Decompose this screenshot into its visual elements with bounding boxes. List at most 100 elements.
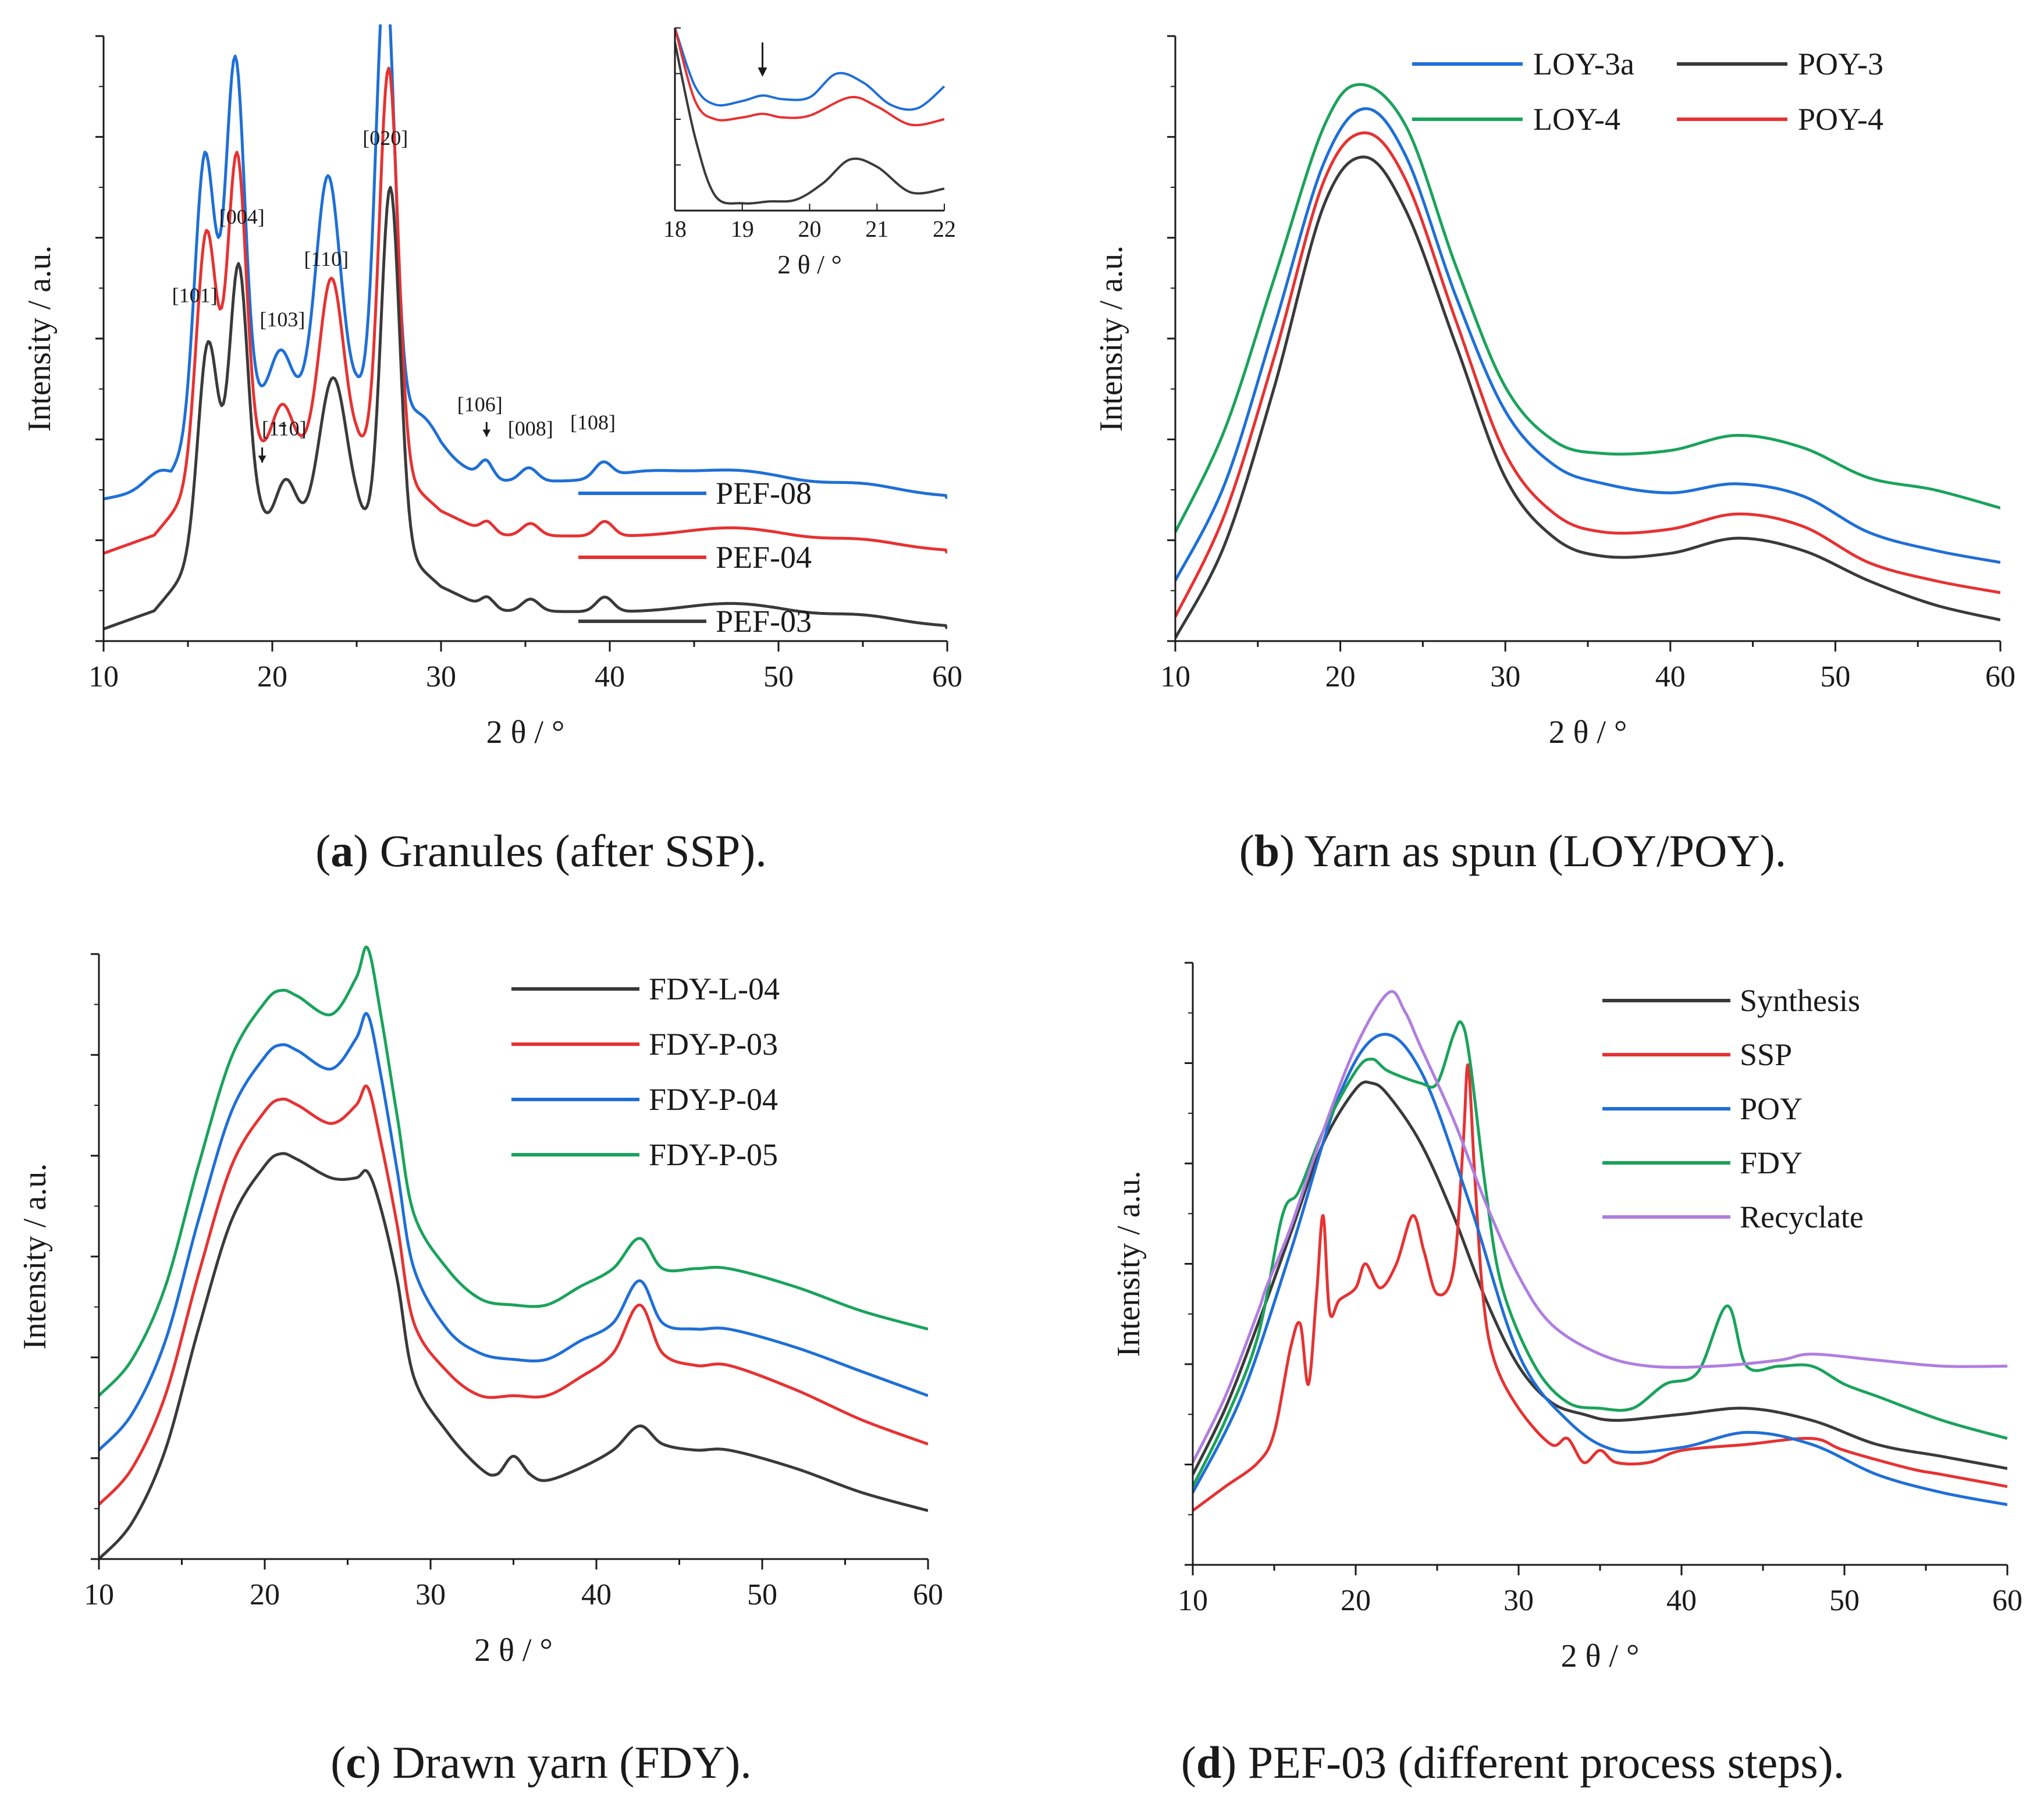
x-tick-label-a: 40 [595,660,625,693]
y-axis-label-c: Intensity / a.u. [17,1163,53,1350]
series-line-d-ssp [1193,1063,2007,1512]
x-axis-label-b: 2 θ / ° [1549,714,1627,750]
series-line-c-fdy-p-05 [99,945,928,1397]
x-tick-label-d: 50 [1829,1584,1860,1617]
x-axis-label-a: 2 θ / ° [486,714,565,750]
caption-text-c: Drawn yarn (FDY). [392,1737,752,1788]
y-axis-label-d: Intensity / a.u. [1111,1170,1147,1357]
x-tick-label-d: 10 [1178,1584,1208,1617]
y-axis-label-b: Intensity / a.u. [1093,245,1129,432]
x-axis-label-c: 2 θ / ° [474,1632,553,1668]
inset-a: 18 19 20 21 22 2 θ / ° [663,27,956,279]
x-tick-label-a: 60 [932,660,962,693]
chart-b: 10 20 30 40 50 60 2 θ / ° Intensity / a.u. LOY-3… [1093,35,2015,750]
peak-label-a: [110] [304,247,349,271]
x-tick-label-d: 20 [1341,1584,1371,1617]
series-line-a-pef-04 [104,66,947,555]
inset-x-tick-label: 18 [663,216,687,242]
series-line-b-poy-4 [1175,131,2000,618]
series-line-c-fdy-l-04 [99,1152,928,1559]
x-tick-label-b: 50 [1820,660,1850,693]
series-line-a-pef-03 [104,186,947,631]
series-line-d-recyclate [1193,990,2007,1464]
legend-label-c: FDY-P-05 [649,1137,778,1172]
x-tick-label-d: 60 [1992,1584,2022,1617]
caption-d: (d) PEF-03 (different process steps). [1181,1737,1845,1788]
caption-text-d: PEF-03 (different process steps). [1247,1737,1845,1788]
inset-x-tick-label: 21 [865,216,888,242]
caption-letter-a: a [330,825,354,876]
plot-area-d [1193,990,2007,1512]
x-tick-label-d: 40 [1666,1584,1697,1617]
x-tick-label-b: 10 [1160,660,1190,693]
plot-area-b [1175,83,2000,639]
caption-letter-b: b [1254,825,1280,876]
peak-label-a: [108] [570,411,616,434]
caption-text-b: Yarn as spun (LOY/POY). [1304,825,1787,876]
caption-letter-d: d [1196,1737,1222,1788]
peak-label-a: [101] [172,284,218,307]
x-tick-label-b: 30 [1490,660,1520,693]
legend-label-c: FDY-L-04 [649,971,780,1006]
x-tick-label-c: 10 [84,1578,114,1611]
chart-a: 10 20 30 40 50 60 2 θ / ° Intensity / a.u. [101]… [22,24,962,750]
caption-b: (b) Yarn as spun (LOY/POY). [1239,825,1787,876]
x-tick-label-d: 30 [1503,1584,1534,1617]
series-line-d-poy [1193,1033,2007,1506]
y-axis-label-a: Intensity / a.u. [22,245,58,432]
inset-series-pef-03 [674,42,945,205]
x-tick-label-c: 50 [747,1578,777,1611]
x-tick-label-a: 50 [763,660,794,693]
peak-label-a: [106] [457,393,503,416]
plot-area-a [104,24,947,631]
inset-series-pef-04 [674,27,945,127]
peak-label-a: [103] [260,308,305,331]
legend-label-d: POY [1740,1091,1803,1126]
legend-label-d: Recyclate [1740,1200,1864,1234]
x-tick-label-b: 60 [1985,660,2015,693]
x-axis-label-d: 2 θ / ° [1561,1638,1640,1674]
series-line-b-loy-4 [1175,83,2000,533]
series-line-c-fdy-p-03 [99,1084,928,1506]
series-line-c-fdy-p-04 [99,1012,928,1451]
series-line-a-pef-08 [104,24,947,501]
legend-label-b: POY-3 [1798,47,1883,81]
legend-label-d: Synthesis [1740,983,1860,1018]
legend-label-d: FDY [1740,1145,1803,1180]
legend-label-b: POY-4 [1798,102,1883,137]
x-tick-label-b: 20 [1325,660,1356,693]
inset-series-pef-08 [674,27,945,111]
legend-label-a: PEF-08 [716,476,812,511]
caption-letter-c: c [346,1737,366,1788]
legend-label-c: FDY-P-04 [649,1082,778,1117]
x-tick-label-a: 30 [426,660,456,693]
plot-area-c [99,945,928,1559]
caption-c: (c) Drawn yarn (FDY). [330,1737,752,1788]
peak-label-a: [008] [508,417,553,440]
series-line-b-poy-3 [1175,155,2000,639]
arrowhead-a [482,429,491,437]
peak-label-a: [110] [262,417,307,440]
legend-label-b: LOY-4 [1533,102,1620,137]
inset-x-axis-label: 2 θ / ° [777,250,842,279]
peak-label-a: [020] [362,126,408,150]
caption-a: (a) Granules (after SSP). [315,825,767,876]
x-tick-label-c: 60 [913,1578,943,1611]
caption-text-a: Granules (after SSP). [379,825,767,876]
x-tick-label-c: 40 [581,1578,612,1611]
legend-label-a: PEF-03 [716,604,812,639]
chart-d: 10 20 30 40 50 60 2 θ / ° Intensity / a.u. Synth… [1111,962,2022,1674]
series-line-d-synthesis [1193,1080,2007,1475]
inset-x-tick-label: 19 [731,216,754,242]
x-tick-label-a: 10 [88,660,119,693]
x-tick-label-a: 20 [257,660,287,693]
inset-x-tick-label: 22 [933,216,956,242]
arrowhead-a [258,455,266,463]
series-line-b-loy-3a [1175,107,2000,582]
inset-arrowhead [758,67,767,77]
x-tick-label-b: 40 [1655,660,1686,693]
inset-x-tick-label: 20 [798,216,822,242]
legend-label-a: PEF-04 [716,540,812,575]
legend-label-b: LOY-3a [1533,47,1634,81]
